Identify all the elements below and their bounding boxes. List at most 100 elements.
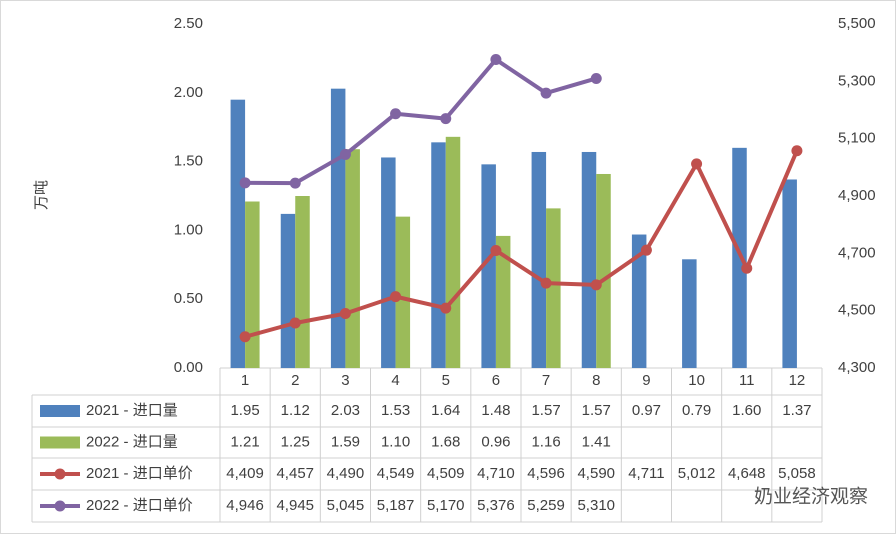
table-value: 1.37 <box>782 402 811 419</box>
x-tick-label: 10 <box>688 372 705 389</box>
bar <box>395 216 411 368</box>
x-tick-label: 7 <box>542 372 550 389</box>
line <box>244 149 799 339</box>
y-tick-label: 1.50 <box>174 153 203 170</box>
y2-tick-label: 4,500 <box>838 302 876 319</box>
table-value: 1.25 <box>281 433 310 450</box>
table-value: 1.68 <box>431 433 460 450</box>
table-value: 1.57 <box>531 402 560 419</box>
table-value: 0.96 <box>481 433 510 450</box>
y2-tick-label: 4,700 <box>838 244 876 261</box>
point <box>540 87 552 99</box>
legend-label: 2021 - 进口单价 <box>86 465 193 482</box>
x-tick-label: 1 <box>241 372 249 389</box>
x-tick-label: 9 <box>642 372 650 389</box>
legend-swatch <box>40 436 80 449</box>
bar <box>596 173 611 368</box>
table-value: 1.16 <box>531 433 560 450</box>
y-tick-label: 2.00 <box>174 84 203 101</box>
legend-label: 2022 - 进口单价 <box>86 497 193 514</box>
line <box>245 57 597 186</box>
y-axis-label: 万吨 <box>32 180 50 210</box>
point <box>590 279 602 291</box>
bar <box>245 201 260 368</box>
table-value: 5,310 <box>577 497 615 514</box>
table-value: 4,549 <box>377 465 415 482</box>
table-value: 2.03 <box>331 402 360 419</box>
x-tick-label: 6 <box>492 372 500 389</box>
bar <box>481 164 496 368</box>
legend-swatch <box>54 468 66 480</box>
table-value: 1.41 <box>582 433 611 450</box>
bar <box>295 196 310 368</box>
table-value: 5,058 <box>778 465 816 482</box>
table-value: 5,012 <box>678 465 716 482</box>
table-value: 1.21 <box>230 433 259 450</box>
point <box>289 317 301 329</box>
legend-label: 2021 - 进口量 <box>86 402 178 419</box>
table-value: 4,946 <box>226 497 264 514</box>
table-value: 1.48 <box>481 402 510 419</box>
y-tick-label: 0.50 <box>174 290 203 307</box>
table-value: 4,710 <box>477 465 515 482</box>
y2-tick-label: 5,100 <box>838 130 876 147</box>
bar <box>631 234 647 368</box>
point <box>390 291 402 303</box>
point <box>490 244 502 256</box>
bar <box>230 99 246 369</box>
point <box>741 262 753 274</box>
table-value: 4,490 <box>327 465 365 482</box>
bar <box>531 151 547 368</box>
table-value: 1.57 <box>582 402 611 419</box>
point <box>640 244 652 256</box>
point <box>540 277 552 289</box>
table-value: 4,596 <box>527 465 565 482</box>
x-tick-label: 3 <box>341 372 349 389</box>
point <box>490 54 502 66</box>
table-value: 4,648 <box>728 465 766 482</box>
bar <box>546 208 561 368</box>
bar <box>495 235 511 368</box>
x-tick-label: 8 <box>592 372 600 389</box>
table-value: 4,457 <box>276 465 314 482</box>
y-tick-label: 2.50 <box>174 15 203 32</box>
y-tick-label: 1.00 <box>174 221 203 238</box>
table-value: 1.60 <box>732 402 761 419</box>
bar <box>445 136 461 368</box>
x-tick-label: 11 <box>739 372 755 389</box>
watermark: 奶业经济观察 <box>754 486 868 508</box>
bar <box>431 142 446 368</box>
bar <box>345 149 360 368</box>
point <box>440 302 452 314</box>
table-value: 1.59 <box>331 433 360 450</box>
legend-label: 2022 - 进口量 <box>86 433 178 450</box>
bar <box>682 259 697 368</box>
table-value: 5,376 <box>477 497 515 514</box>
table-value: 1.64 <box>431 402 460 419</box>
y2-tick-label: 4,300 <box>838 359 876 376</box>
y2-tick-label: 5,300 <box>838 72 876 89</box>
table-value: 5,170 <box>427 497 465 514</box>
table-value: 5,259 <box>527 497 565 514</box>
point <box>289 177 301 189</box>
table-value: 4,590 <box>577 465 615 482</box>
bar <box>381 157 396 368</box>
table-value: 4,509 <box>427 465 465 482</box>
table-value: 4,409 <box>226 465 264 482</box>
point <box>440 113 452 125</box>
bar <box>732 147 747 368</box>
point <box>791 145 803 157</box>
table-value: 0.97 <box>632 402 661 419</box>
point <box>691 158 703 170</box>
table-value: 1.53 <box>381 402 410 419</box>
point <box>590 72 602 84</box>
table-value: 5,045 <box>327 497 365 514</box>
table-value: 1.95 <box>230 402 259 419</box>
point <box>339 148 351 160</box>
point <box>339 308 351 320</box>
y2-tick-label: 4,900 <box>838 187 876 204</box>
x-tick-label: 2 <box>291 372 299 389</box>
legend-swatch <box>54 500 66 512</box>
bar <box>581 151 597 368</box>
